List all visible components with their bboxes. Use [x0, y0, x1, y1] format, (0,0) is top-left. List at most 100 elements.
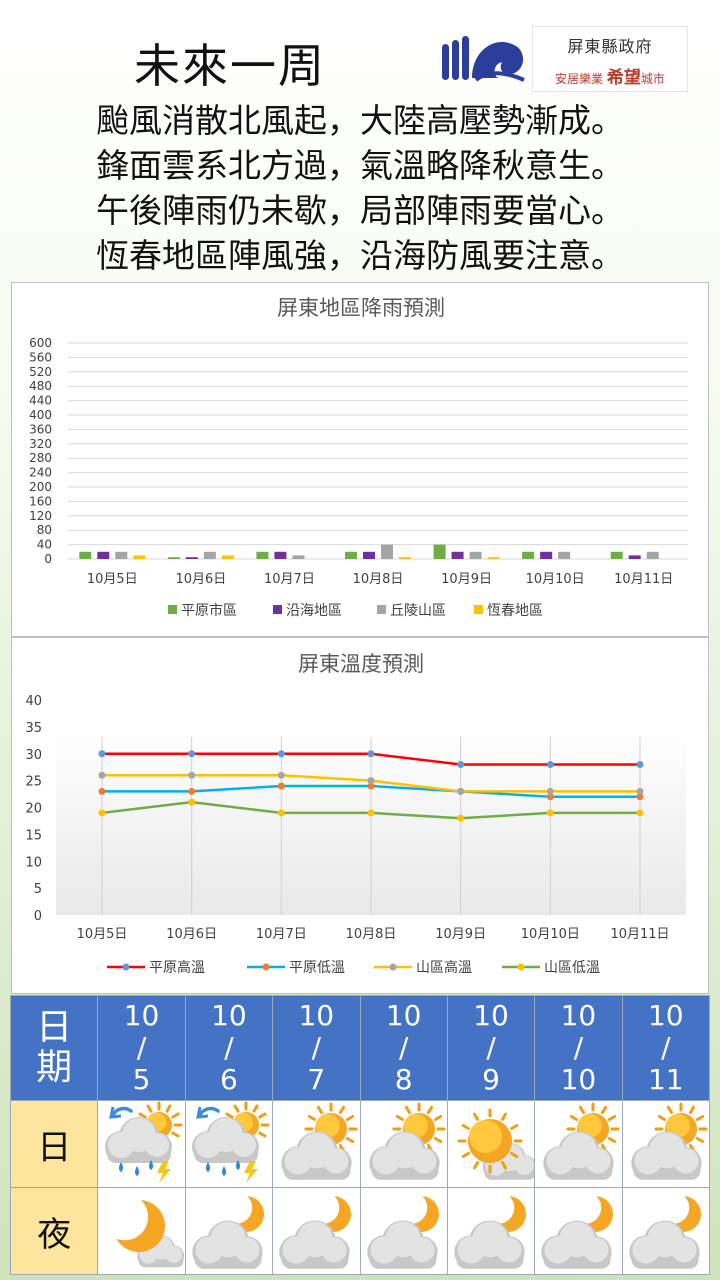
gov-slogan: 安居樂業 希望城市	[555, 68, 665, 88]
legend-marker	[389, 963, 397, 971]
y-tick-label: 40	[25, 694, 42, 709]
data-point	[367, 782, 375, 790]
partly-cloudy-night-icon	[629, 1191, 701, 1269]
data-point	[546, 761, 554, 768]
bar	[451, 551, 464, 559]
legend-swatch	[377, 605, 386, 614]
date-column-label: 日期	[9, 995, 99, 1101]
bar	[558, 551, 571, 559]
cloud-shape	[191, 1117, 259, 1163]
bar	[363, 551, 375, 559]
partly-cloudy-day-icon	[543, 1102, 620, 1180]
x-tick-label: 10月11日	[614, 572, 673, 587]
moon-shadow	[307, 1191, 340, 1224]
sun-shape	[457, 1108, 523, 1174]
cloud-shape	[366, 1220, 438, 1269]
y-tick-label: 600	[29, 336, 52, 350]
date-cell: 10/7	[272, 995, 361, 1101]
thunderstorm-icon	[104, 1101, 183, 1183]
cloud-shape	[543, 1131, 615, 1180]
y-tick-label: 10	[25, 855, 42, 870]
data-point	[636, 793, 644, 801]
legend-label: 山區高溫	[416, 959, 472, 976]
rain-chart-svg: 屏東地區降雨預測 04080120160200240280320360400440…	[29, 296, 688, 619]
weather-cell	[446, 1100, 536, 1188]
y-tick-label: 320	[29, 437, 52, 451]
data-point	[98, 809, 106, 817]
weather-cell	[272, 1187, 361, 1275]
y-tick-label: 480	[29, 379, 52, 393]
bar	[469, 551, 482, 559]
legend-label: 丘陵山區	[390, 603, 446, 619]
cloud-shape	[192, 1220, 263, 1269]
wind-arrow	[108, 1106, 121, 1119]
date-cell: 10/11	[621, 995, 711, 1101]
gov-name: 屏東縣政府	[567, 37, 653, 56]
bar	[185, 557, 198, 559]
data-point	[188, 771, 196, 779]
data-point	[546, 787, 554, 795]
rain-drop	[221, 1166, 226, 1176]
wind-arc	[198, 1106, 220, 1117]
y-tick-label: 0	[34, 909, 42, 924]
weather-cell	[359, 1100, 448, 1188]
rain-drop	[205, 1162, 210, 1172]
weather-cell	[621, 1187, 711, 1275]
data-point	[98, 750, 106, 758]
partly-cloudy-night-icon	[279, 1191, 352, 1269]
rain-drop	[235, 1160, 240, 1170]
cloud-shape	[454, 1220, 525, 1269]
weather-cell	[534, 1187, 623, 1275]
data-point	[277, 809, 285, 817]
data-point	[98, 771, 106, 779]
legend-label: 平原市區	[181, 602, 237, 619]
poem-line: 颱風消散北風起，大陸高壓勢漸成。	[96, 101, 624, 140]
cloud-shape	[281, 1131, 352, 1180]
y-tick-label: 35	[25, 721, 42, 736]
data-point	[188, 750, 196, 758]
cloud-shape	[368, 1131, 440, 1180]
bar	[522, 551, 535, 559]
weather-cell	[272, 1100, 361, 1188]
forecast-poem: 颱風消散北風起，大陸高壓勢漸成。 鋒面雲系北方過，氣溫略降秋意生。 午後陣雨仍未…	[0, 98, 720, 278]
moon-shadow	[481, 1191, 515, 1224]
cloud-shape	[629, 1220, 700, 1269]
partly-cloudy-night-icon	[366, 1191, 439, 1269]
weather-cell	[97, 1100, 186, 1188]
data-point	[546, 809, 554, 817]
poem-line: 鋒面雲系北方過，氣溫略降秋意生。	[96, 146, 624, 185]
bar	[646, 551, 659, 559]
legend-label: 平原高溫	[149, 959, 205, 976]
partly-cloudy-night-icon	[454, 1191, 527, 1269]
wind-arc	[110, 1106, 133, 1117]
data-point	[367, 777, 375, 785]
y-tick-label: 440	[29, 394, 52, 408]
x-tick-label: 10月5日	[87, 572, 138, 587]
x-tick-label: 10月6日	[175, 572, 226, 587]
data-point	[188, 787, 196, 795]
y-tick-label: 80	[37, 523, 52, 537]
y-tick-label: 0	[44, 552, 52, 566]
x-tick-label: 10月10日	[526, 572, 585, 587]
data-point	[546, 793, 554, 801]
x-tick-label: 10月9日	[441, 572, 492, 587]
wind-arrow	[196, 1106, 209, 1119]
cloud-shape	[279, 1220, 350, 1269]
rain-drop	[148, 1160, 153, 1170]
partly-cloudy-day-icon	[368, 1102, 446, 1180]
partly-cloudy-day-icon	[281, 1102, 358, 1180]
legend-marker	[262, 963, 270, 971]
bar	[610, 551, 623, 559]
cloud-shape	[631, 1131, 702, 1180]
y-tick-label: 15	[25, 828, 42, 843]
bar	[256, 551, 269, 559]
data-point	[277, 750, 285, 758]
weather-cell	[97, 1187, 186, 1275]
data-point	[367, 809, 375, 817]
y-tick-label: 20	[25, 802, 42, 817]
moon-shadow	[219, 1191, 253, 1224]
chart-title: 屏東地區降雨預測	[277, 296, 445, 320]
cloud-shape	[104, 1117, 172, 1163]
data-point	[457, 761, 465, 768]
night-row-label: 夜	[9, 1187, 99, 1275]
